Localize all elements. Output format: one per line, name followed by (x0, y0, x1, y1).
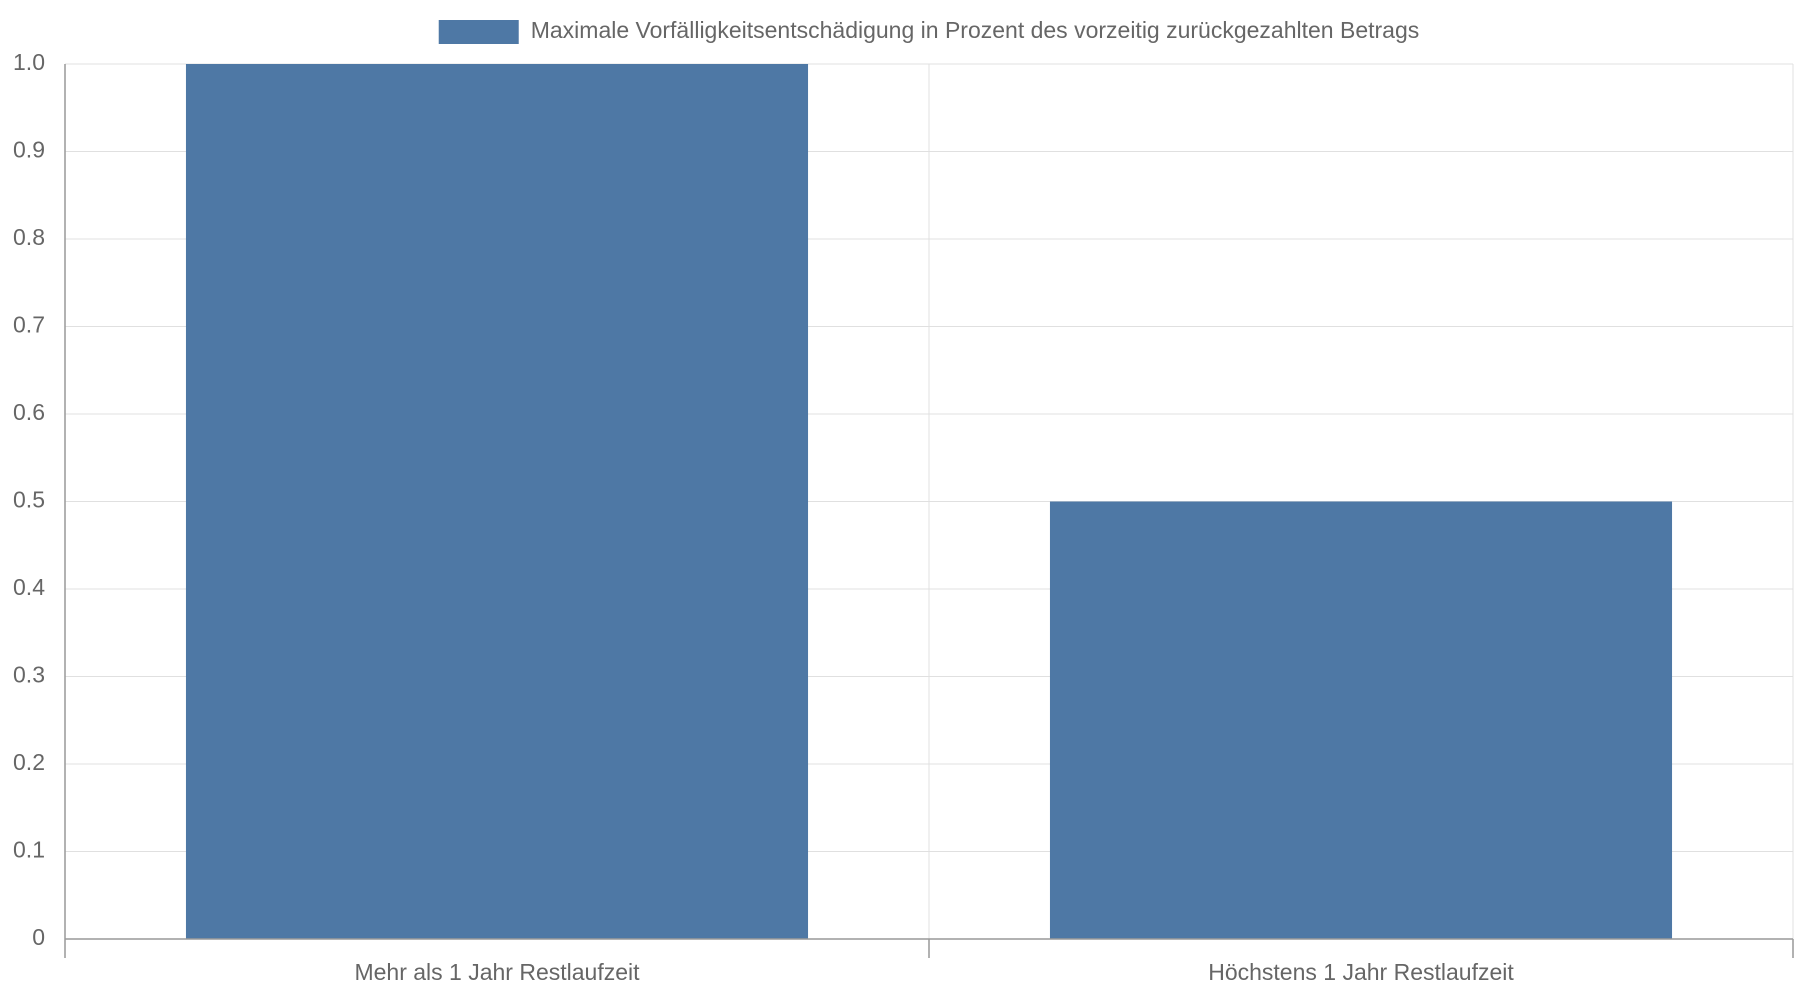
x-tick-label: Mehr als 1 Jahr Restlaufzeit (354, 959, 640, 985)
y-tick-label: 0.7 (13, 312, 45, 338)
y-tick-label: 0.3 (13, 662, 45, 688)
y-tick-label: 0.9 (13, 137, 45, 163)
legend-label: Maximale Vorfälligkeitsentschädigung in … (531, 17, 1420, 43)
bar (1049, 501, 1673, 939)
y-tick-label: 1.0 (13, 49, 45, 75)
y-tick-label: 0 (32, 924, 45, 950)
y-tick-label: 0.5 (13, 487, 45, 513)
y-tick-label: 0.2 (13, 749, 45, 775)
bar (185, 64, 809, 939)
legend-swatch (438, 20, 519, 44)
y-tick-label: 0.8 (13, 224, 45, 250)
y-tick-label: 0.1 (13, 837, 45, 863)
y-tick-label: 0.6 (13, 399, 45, 425)
y-tick-label: 0.4 (13, 574, 45, 600)
x-tick-label: Höchstens 1 Jahr Restlaufzeit (1208, 959, 1514, 985)
